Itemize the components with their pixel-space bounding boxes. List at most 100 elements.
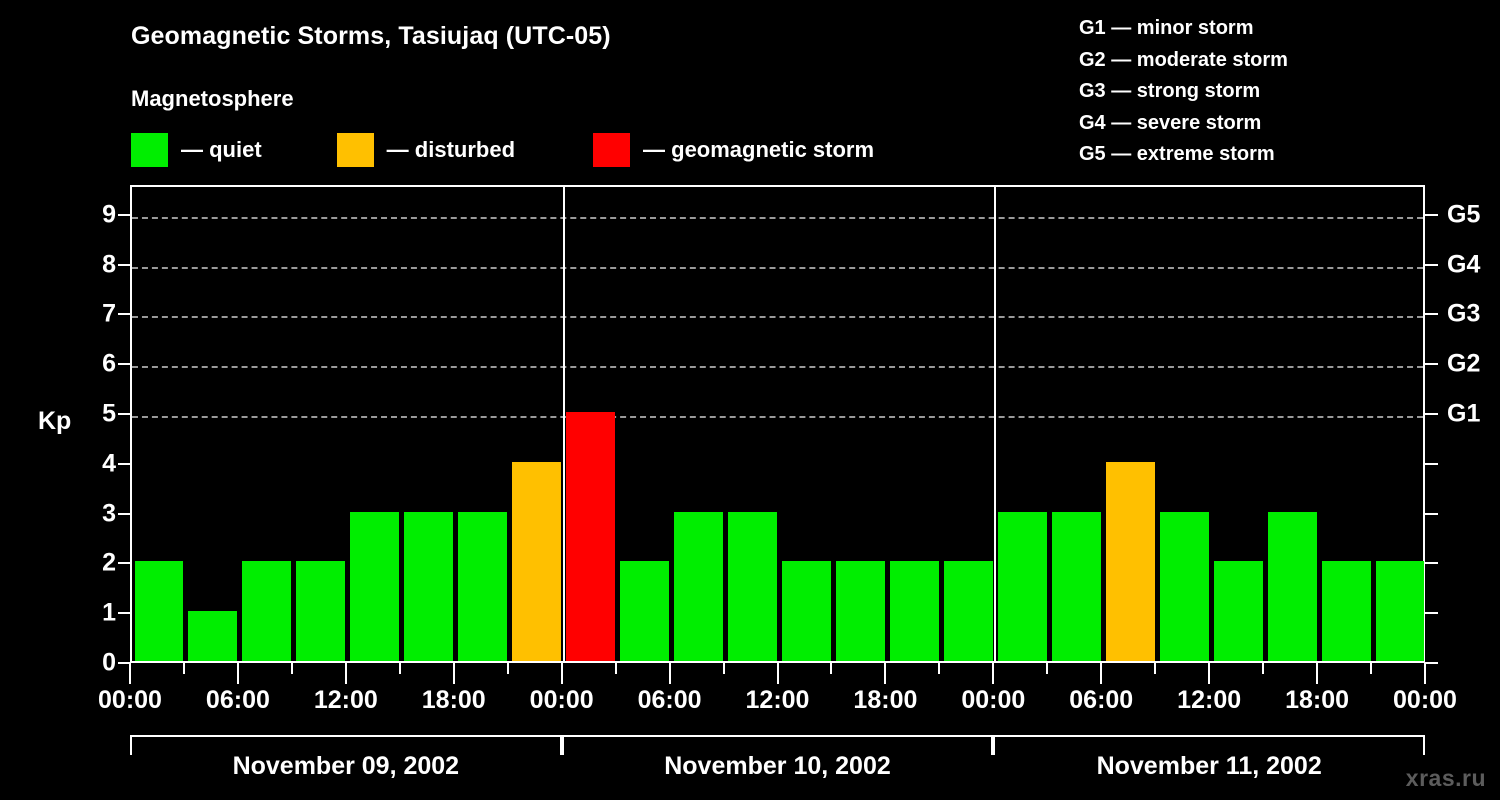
g-tick-label-g4: G4 [1447,250,1481,279]
y-tick-mark [118,413,130,416]
bar [1051,511,1101,661]
y-tick-mark [118,562,130,565]
g-tick-label-g5: G5 [1447,200,1481,229]
y-tick-mark [118,263,130,266]
x-tick-mark [722,663,725,674]
legend-label-storm: — geomagnetic storm [643,137,875,162]
g-legend-line-g3: G3 — strong storm [1079,80,1261,102]
bar [728,511,777,661]
y-tick-mark [118,213,130,216]
legend-item-quiet: — quiet [131,133,262,167]
bar [1159,511,1209,661]
y-tick-label: 2 [102,548,116,577]
g-tick-label-g2: G2 [1447,349,1481,378]
y-tick-label: 3 [102,499,116,528]
x-tick-mark [506,663,509,674]
x-tick-mark [129,663,131,684]
bar [835,561,885,661]
y-tick-mark [118,612,130,615]
x-tick-mark [344,663,347,684]
y-tick-label: 5 [102,399,116,428]
gridline [132,316,1423,319]
x-axis-ticks [0,663,1500,685]
bar [512,461,562,661]
x-tick-mark [668,663,671,684]
legend-label-quiet: — quiet [181,137,262,162]
g-axis-tick-mark [1425,313,1438,316]
x-tick-mark [1208,663,1211,684]
x-axis-label: 00:00 [98,686,162,714]
bar [134,561,184,661]
gridline [132,266,1423,269]
x-tick-mark [1154,663,1157,674]
g-legend-line-g2: G2 — moderate storm [1079,48,1288,71]
g-axis-tick-mark [1425,413,1438,416]
bar [1213,561,1263,661]
g-tick-label-g1: G1 [1447,399,1481,428]
x-tick-mark [182,663,185,674]
day-divider [562,187,565,661]
day-bracket [561,735,994,755]
g-legend-line-g1: G1 — minor storm [1079,17,1254,39]
bar [889,561,939,661]
legend-label-disturbed: — disturbed [386,137,516,162]
y-tick-mark [118,313,130,316]
x-tick-mark [1370,663,1373,674]
bar [188,611,238,661]
x-axis-label: 00:00 [1393,686,1457,714]
bar [242,561,292,661]
x-tick-mark [938,663,941,674]
x-tick-mark [1046,663,1049,674]
y-tick-mark [118,662,130,664]
day-label: November 11, 2002 [1096,752,1322,780]
x-tick-mark [992,663,995,684]
y-tick-label: 6 [102,349,116,378]
x-tick-mark [830,663,833,674]
g-legend-line-g5: G5 — extreme storm [1079,143,1275,165]
bar [782,561,831,661]
bar [997,511,1047,661]
page-title: Geomagnetic Storms, Tasiujaq (UTC-05) [131,22,611,50]
g-tick-label-g3: G3 [1447,299,1481,328]
bar [566,412,616,661]
g-axis-tick-mark [1425,612,1438,615]
bar [620,561,670,661]
x-tick-mark [452,663,455,684]
x-tick-mark [1316,663,1319,684]
bar-series [132,187,1425,661]
bar [296,561,346,661]
x-axis-label: 06:00 [637,686,702,714]
g-axis-tick-mark [1425,462,1438,465]
x-axis-label: 00:00 [529,686,594,714]
day-bracket [130,735,562,755]
x-axis-label: 12:00 [1177,686,1242,714]
day-label: November 10, 2002 [664,752,891,780]
y-tick-label: 0 [102,648,116,677]
y-tick-label: 7 [102,299,116,328]
x-axis-label: 18:00 [421,686,486,714]
x-tick-mark [1424,663,1426,684]
day-bracket [993,735,1425,755]
y-tick-label: 8 [102,250,116,279]
bar [404,511,454,661]
g-axis-tick-mark [1425,662,1438,664]
g-axis-tick-mark [1425,213,1438,216]
green-swatch-icon [131,133,168,167]
y-tick-mark [118,462,130,465]
y-tick-label: 4 [102,449,116,478]
gridline [132,416,1423,419]
y-axis-title: Kp [38,407,72,435]
bar [1375,561,1425,661]
bar [458,511,508,661]
x-tick-mark [1100,663,1103,684]
legend-item-disturbed: — disturbed [336,133,516,167]
plot-area [130,185,1425,663]
g-axis-tick-mark [1425,512,1438,515]
x-tick-mark [398,663,401,674]
y-tick-label: 1 [102,598,116,627]
plot-inner [132,187,1425,661]
bar [1321,561,1371,661]
magnetosphere-section-label: Magnetosphere [131,86,294,111]
x-tick-mark [236,663,239,684]
